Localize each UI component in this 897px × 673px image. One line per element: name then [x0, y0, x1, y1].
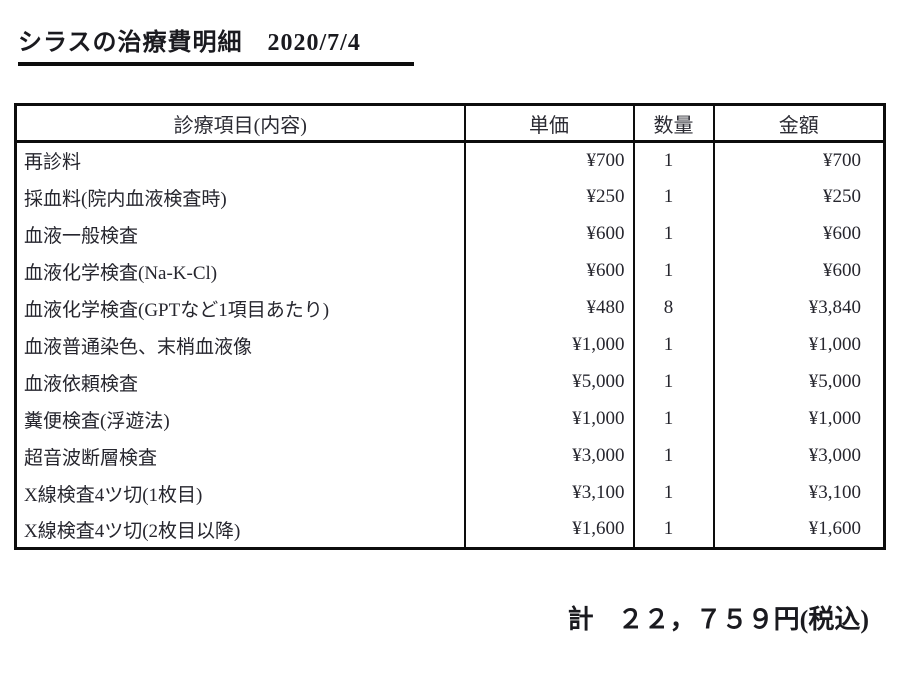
quantity-cell: 1	[632, 400, 714, 438]
table-row: 再診料 ¥700 1 ¥700	[16, 141, 885, 179]
unit-price-cell: ¥1,000	[463, 400, 634, 438]
total-line: 計 ２２，７５９円(税込)	[568, 599, 869, 636]
unit-price-cell: ¥3,000	[463, 437, 634, 475]
amount-cell: ¥1,600	[712, 511, 885, 549]
unit-price-cell: ¥1,600	[463, 511, 634, 549]
quantity-cell: 1	[632, 363, 714, 401]
item-cell: 血液依頼検査	[24, 373, 139, 395]
item-cell: 血液化学検査(Na-K-Cl)	[24, 262, 218, 284]
item-cell: 血液一般検査	[24, 225, 139, 247]
unit-price-cell: ¥250	[463, 178, 634, 216]
unit-price-cell: ¥480	[463, 289, 634, 327]
header-unit-price: 単価	[463, 104, 634, 143]
item-cell: 再診料	[24, 152, 82, 174]
quantity-cell: 1	[632, 511, 714, 549]
table-row: 血液依頼検査 ¥5,000 1 ¥5,000	[16, 363, 885, 401]
table-row: 血液化学検査(GPTなど1項目あたり) ¥480 8 ¥3,840	[16, 289, 885, 327]
amount-cell: ¥5,000	[712, 363, 885, 401]
unit-price-cell: ¥700	[463, 141, 634, 179]
table-row: 糞便検査(浮遊法) ¥1,000 1 ¥1,000	[16, 400, 885, 438]
amount-cell: ¥1,000	[712, 326, 885, 364]
quantity-cell: 1	[632, 252, 714, 290]
total-label: 計	[567, 605, 594, 634]
unit-price-cell: ¥600	[463, 252, 634, 290]
quantity-cell: 1	[632, 178, 714, 216]
quantity-cell: 1	[632, 215, 714, 253]
table-row: 超音波断層検査 ¥3,000 1 ¥3,000	[16, 437, 885, 475]
quantity-cell: 8	[632, 289, 714, 327]
table-header-row: 診療項目(内容) 単価 数量 金額	[15, 104, 885, 143]
amount-cell: ¥1,000	[712, 400, 885, 438]
total-value: ２２，７５９円(税込)	[617, 605, 869, 634]
amount-cell: ¥250	[712, 178, 885, 216]
unit-price-cell: ¥600	[463, 215, 634, 253]
table-row: 血液化学検査(Na-K-Cl) ¥600 1 ¥600	[16, 252, 885, 290]
item-cell: 糞便検査(浮遊法)	[24, 410, 170, 432]
amount-cell: ¥700	[712, 141, 885, 179]
table-row: X線検査4ツ切(1枚目) ¥3,100 1 ¥3,100	[16, 474, 885, 512]
item-cell: 血液普通染色、末梢血液像	[24, 336, 253, 358]
table-row: X線検査4ツ切(2枚目以降) ¥1,600 1 ¥1,600	[16, 511, 885, 549]
header-item: 診療項目(内容)	[15, 104, 465, 143]
page-title: シラスの治療費明細 2020/7/4	[18, 22, 414, 66]
item-cell: 超音波断層検査	[24, 447, 158, 469]
table-row: 血液一般検査 ¥600 1 ¥600	[16, 215, 885, 253]
quantity-cell: 1	[632, 326, 714, 364]
amount-cell: ¥3,100	[712, 474, 885, 512]
unit-price-cell: ¥1,000	[463, 326, 634, 364]
unit-price-cell: ¥5,000	[463, 363, 634, 401]
item-cell: X線検査4ツ切(1枚目)	[24, 484, 203, 506]
item-cell: X線検査4ツ切(2枚目以降)	[24, 520, 241, 542]
amount-cell: ¥600	[712, 252, 885, 290]
unit-price-cell: ¥3,100	[463, 474, 634, 512]
quantity-cell: 1	[632, 437, 714, 475]
amount-cell: ¥3,000	[712, 437, 885, 475]
quantity-cell: 1	[632, 141, 714, 179]
table-row: 採血料(院内血液検査時) ¥250 1 ¥250	[16, 178, 885, 216]
header-amount: 金額	[712, 104, 885, 143]
amount-cell: ¥3,840	[712, 289, 885, 327]
item-cell: 採血料(院内血液検査時)	[24, 188, 227, 210]
table-row: 血液普通染色、末梢血液像 ¥1,000 1 ¥1,000	[16, 326, 885, 364]
quantity-cell: 1	[632, 474, 714, 512]
amount-cell: ¥600	[712, 215, 885, 253]
treatment-cost-table: 診療項目(内容) 単価 数量 金額 再診料 ¥700 1 ¥700 採血料(院内…	[14, 103, 886, 550]
header-quantity: 数量	[632, 104, 714, 143]
item-cell: 血液化学検査(GPTなど1項目あたり)	[24, 299, 330, 321]
